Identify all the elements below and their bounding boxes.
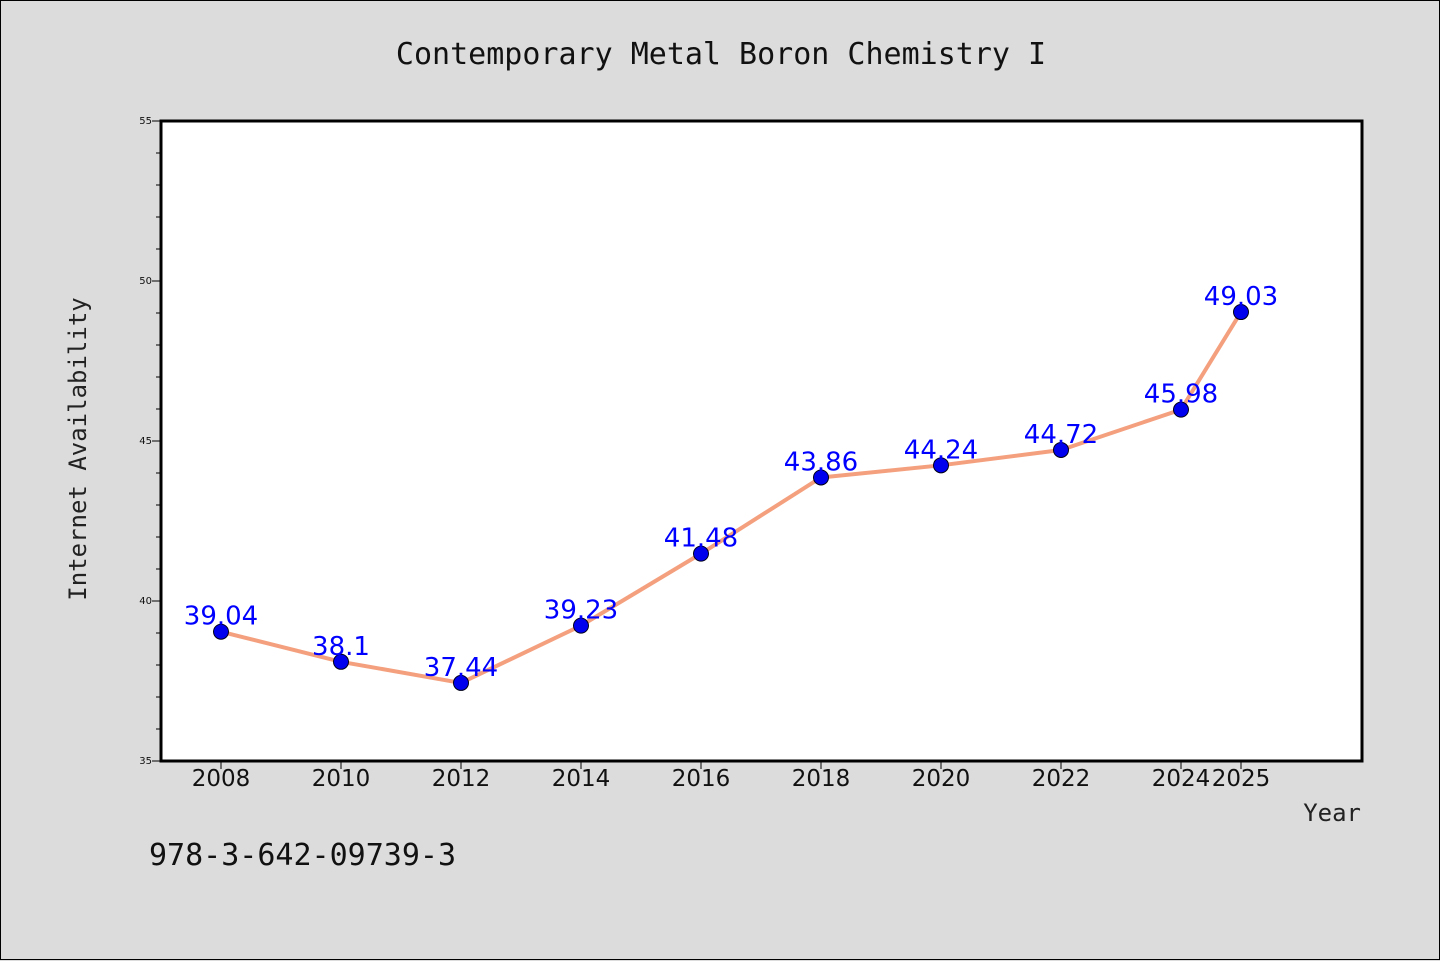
- y-axis-label: Internet Availability: [64, 297, 92, 600]
- x-tick-label: 2024: [1152, 766, 1211, 792]
- data-point: [573, 617, 589, 634]
- x-axis: 2008 2010 2012 2014 2016 2018 2020 2022 2024 2025: [192, 761, 1271, 792]
- data-point: [213, 623, 229, 640]
- data-label: 43.86: [784, 447, 858, 477]
- x-tick-label: 2025: [1212, 766, 1271, 792]
- data-point: [1053, 441, 1069, 458]
- y-tick-label: 55: [139, 116, 152, 127]
- data-label: 38.1: [312, 632, 370, 662]
- data-point: [933, 457, 949, 474]
- y-tick-label: 45: [139, 436, 152, 447]
- x-axis-label: Year: [1303, 799, 1361, 827]
- x-tick-label: 2018: [792, 766, 851, 792]
- series-layer: 39.04 38.1 37.44 39.23 41.48 43.86 44.24 44.72 4…: [184, 282, 1278, 691]
- y-axis: 35 40 45 50 55: [139, 116, 161, 767]
- x-tick-label: 2020: [912, 766, 971, 792]
- data-label: 41.48: [664, 524, 738, 554]
- data-label: 44.24: [904, 435, 978, 465]
- x-tick-label: 2016: [672, 766, 731, 792]
- data-point: [1233, 304, 1249, 321]
- series-line: [220, 310, 1243, 685]
- data-point: [333, 653, 349, 670]
- data-point: [1173, 401, 1189, 418]
- y-tick-label: 50: [139, 276, 152, 287]
- data-label: 45.98: [1144, 380, 1218, 410]
- x-tick-label: 2022: [1032, 766, 1091, 792]
- data-label: 49.03: [1204, 282, 1278, 312]
- data-point: [453, 674, 469, 691]
- isbn-text: 978-3-642-09739-3: [149, 838, 456, 873]
- plot-area: [159, 119, 1364, 763]
- data-point: [813, 469, 829, 486]
- data-point: [693, 545, 709, 562]
- x-tick-label: 2012: [432, 766, 491, 792]
- data-label: 39.04: [184, 602, 258, 632]
- data-label: 37.44: [424, 653, 498, 683]
- y-tick-label: 40: [139, 596, 152, 607]
- x-tick-label: 2010: [312, 766, 371, 792]
- data-label: 44.72: [1024, 420, 1098, 450]
- x-tick-label: 2014: [552, 766, 611, 792]
- x-tick-label: 2008: [192, 766, 251, 792]
- y-tick-label: 35: [139, 756, 152, 767]
- chart-title: Contemporary Metal Boron Chemistry I: [396, 37, 1046, 72]
- data-label: 39.23: [544, 596, 618, 626]
